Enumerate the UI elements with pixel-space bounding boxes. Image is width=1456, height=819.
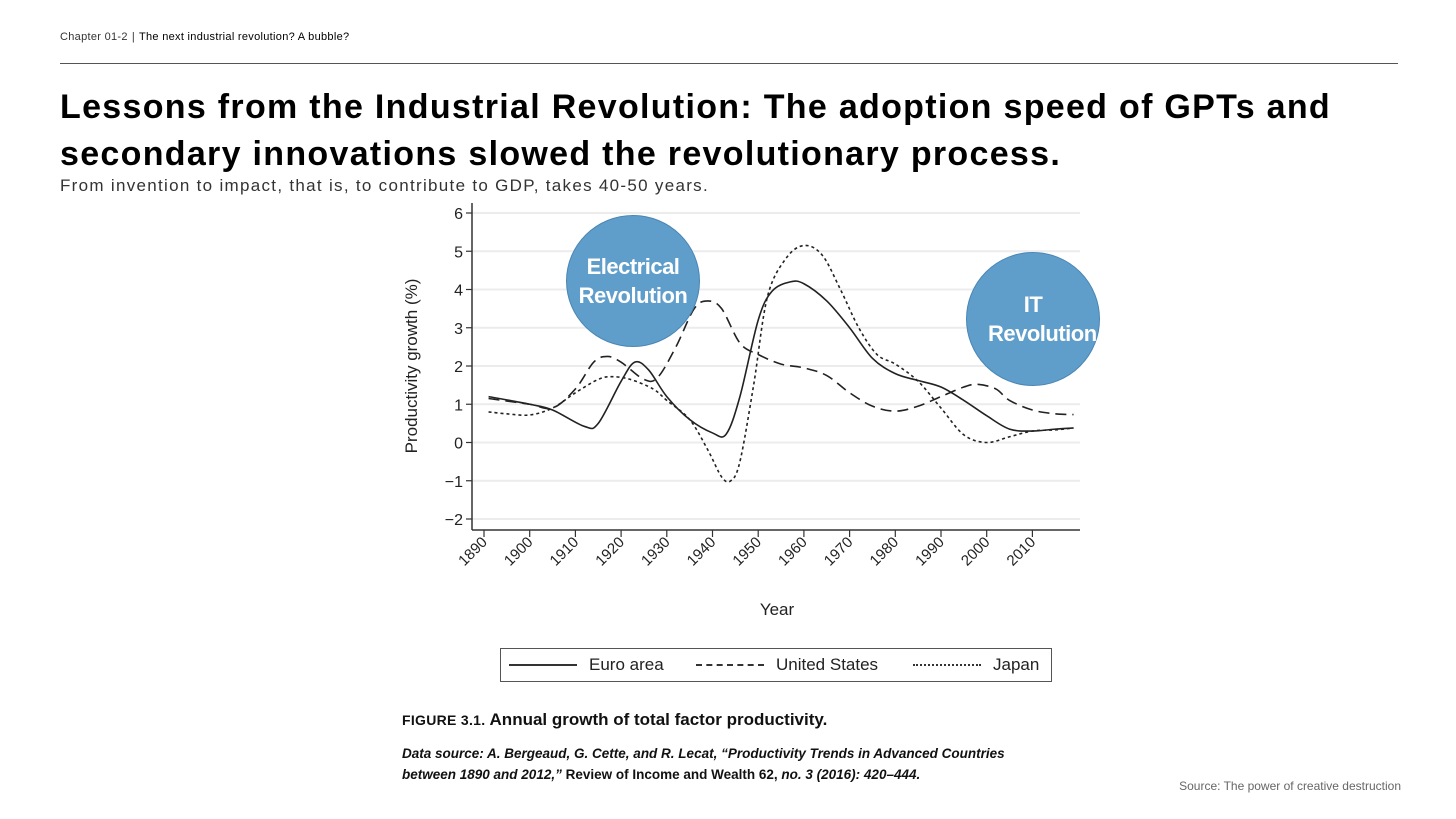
y-tick-label: 0: [454, 436, 463, 453]
chapter-header: Chapter 01-2 | The next industrial revolut…: [60, 31, 349, 43]
x-tick-label: 2000: [958, 534, 994, 570]
y-tick-label: 1: [454, 397, 463, 414]
series-line-japan: [488, 244, 1074, 483]
figure-caption-text: Annual growth of total factor productivi…: [489, 710, 828, 729]
figure-label: FIGURE 3.1.: [402, 712, 486, 728]
x-tick-label: 2010: [1004, 534, 1040, 570]
y-tick-label: 6: [454, 206, 463, 223]
series-line-united-states: [488, 300, 1074, 416]
chapter-topic: The next industrial revolution? A bubble…: [138, 31, 350, 43]
legend-item-japan: Japan: [913, 649, 1039, 680]
x-tick-label: 1900: [501, 534, 537, 570]
slide-subtitle: From invention to impact, that is, to co…: [60, 176, 710, 195]
y-tick-label: −1: [445, 474, 463, 491]
chapter-number: Chapter 01-2: [60, 31, 128, 43]
it-revolution-label: IT Revolution: [988, 292, 1097, 346]
dashed-line-swatch: [696, 663, 764, 666]
legend-label: Japan: [993, 654, 1040, 674]
x-tick-label: 1910: [547, 534, 583, 570]
y-axis-label: Productivity growth (%): [402, 279, 421, 454]
legend-label: United States: [776, 654, 879, 674]
electrical-revolution-bubble: Electrical Revolution: [566, 215, 700, 347]
slide-title: Lessons from the Industrial Revolution: …: [60, 88, 1332, 173]
legend-label: Euro area: [589, 654, 664, 674]
legend-item-us: United States: [696, 649, 878, 680]
y-tick-label: 2: [454, 359, 463, 376]
x-tick-label: 1930: [638, 534, 674, 570]
x-tick-label: 1960: [775, 534, 811, 570]
solid-line-swatch: [509, 663, 577, 666]
it-revolution-bubble: IT Revolution: [966, 252, 1100, 386]
x-tick-label: 1990: [912, 534, 948, 570]
legend-item-euro: Euro area: [509, 649, 664, 680]
x-tick-label: 1890: [455, 534, 491, 570]
x-tick-label: 1980: [867, 534, 903, 570]
electrical-revolution-label: Electrical Revolution: [578, 254, 688, 308]
x-tick-label: 1920: [592, 534, 628, 570]
x-tick-label: 1970: [821, 534, 857, 570]
citation-part: Data source: A. Bergeaud, G. Cette, and …: [402, 746, 1005, 782]
citation-part: no. 3 (2016): 420–444.: [781, 767, 921, 782]
citation-part: Review of Income and Wealth 62,: [561, 767, 782, 782]
figure-citation: Data source: A. Bergeaud, G. Cette, and …: [402, 743, 1052, 785]
separator: |: [131, 31, 135, 43]
series-line-euro-area: [488, 280, 1074, 438]
dotted-line-swatch: [913, 663, 981, 666]
y-tick-label: −2: [445, 512, 463, 529]
figure-caption: FIGURE 3.1. Annual growth of total facto…: [402, 710, 827, 730]
x-axis-label: Year: [760, 600, 795, 619]
source-note: Source: The power of creative destructio…: [1179, 779, 1401, 793]
x-tick-label: 1950: [729, 534, 765, 570]
y-tick-label: 5: [454, 244, 463, 261]
chart-legend: Euro area United States Japan: [500, 648, 1052, 682]
y-tick-label: 4: [454, 283, 463, 300]
x-tick-label: 1940: [684, 534, 720, 570]
y-tick-label: 3: [454, 321, 463, 338]
header-divider: [60, 63, 1398, 64]
